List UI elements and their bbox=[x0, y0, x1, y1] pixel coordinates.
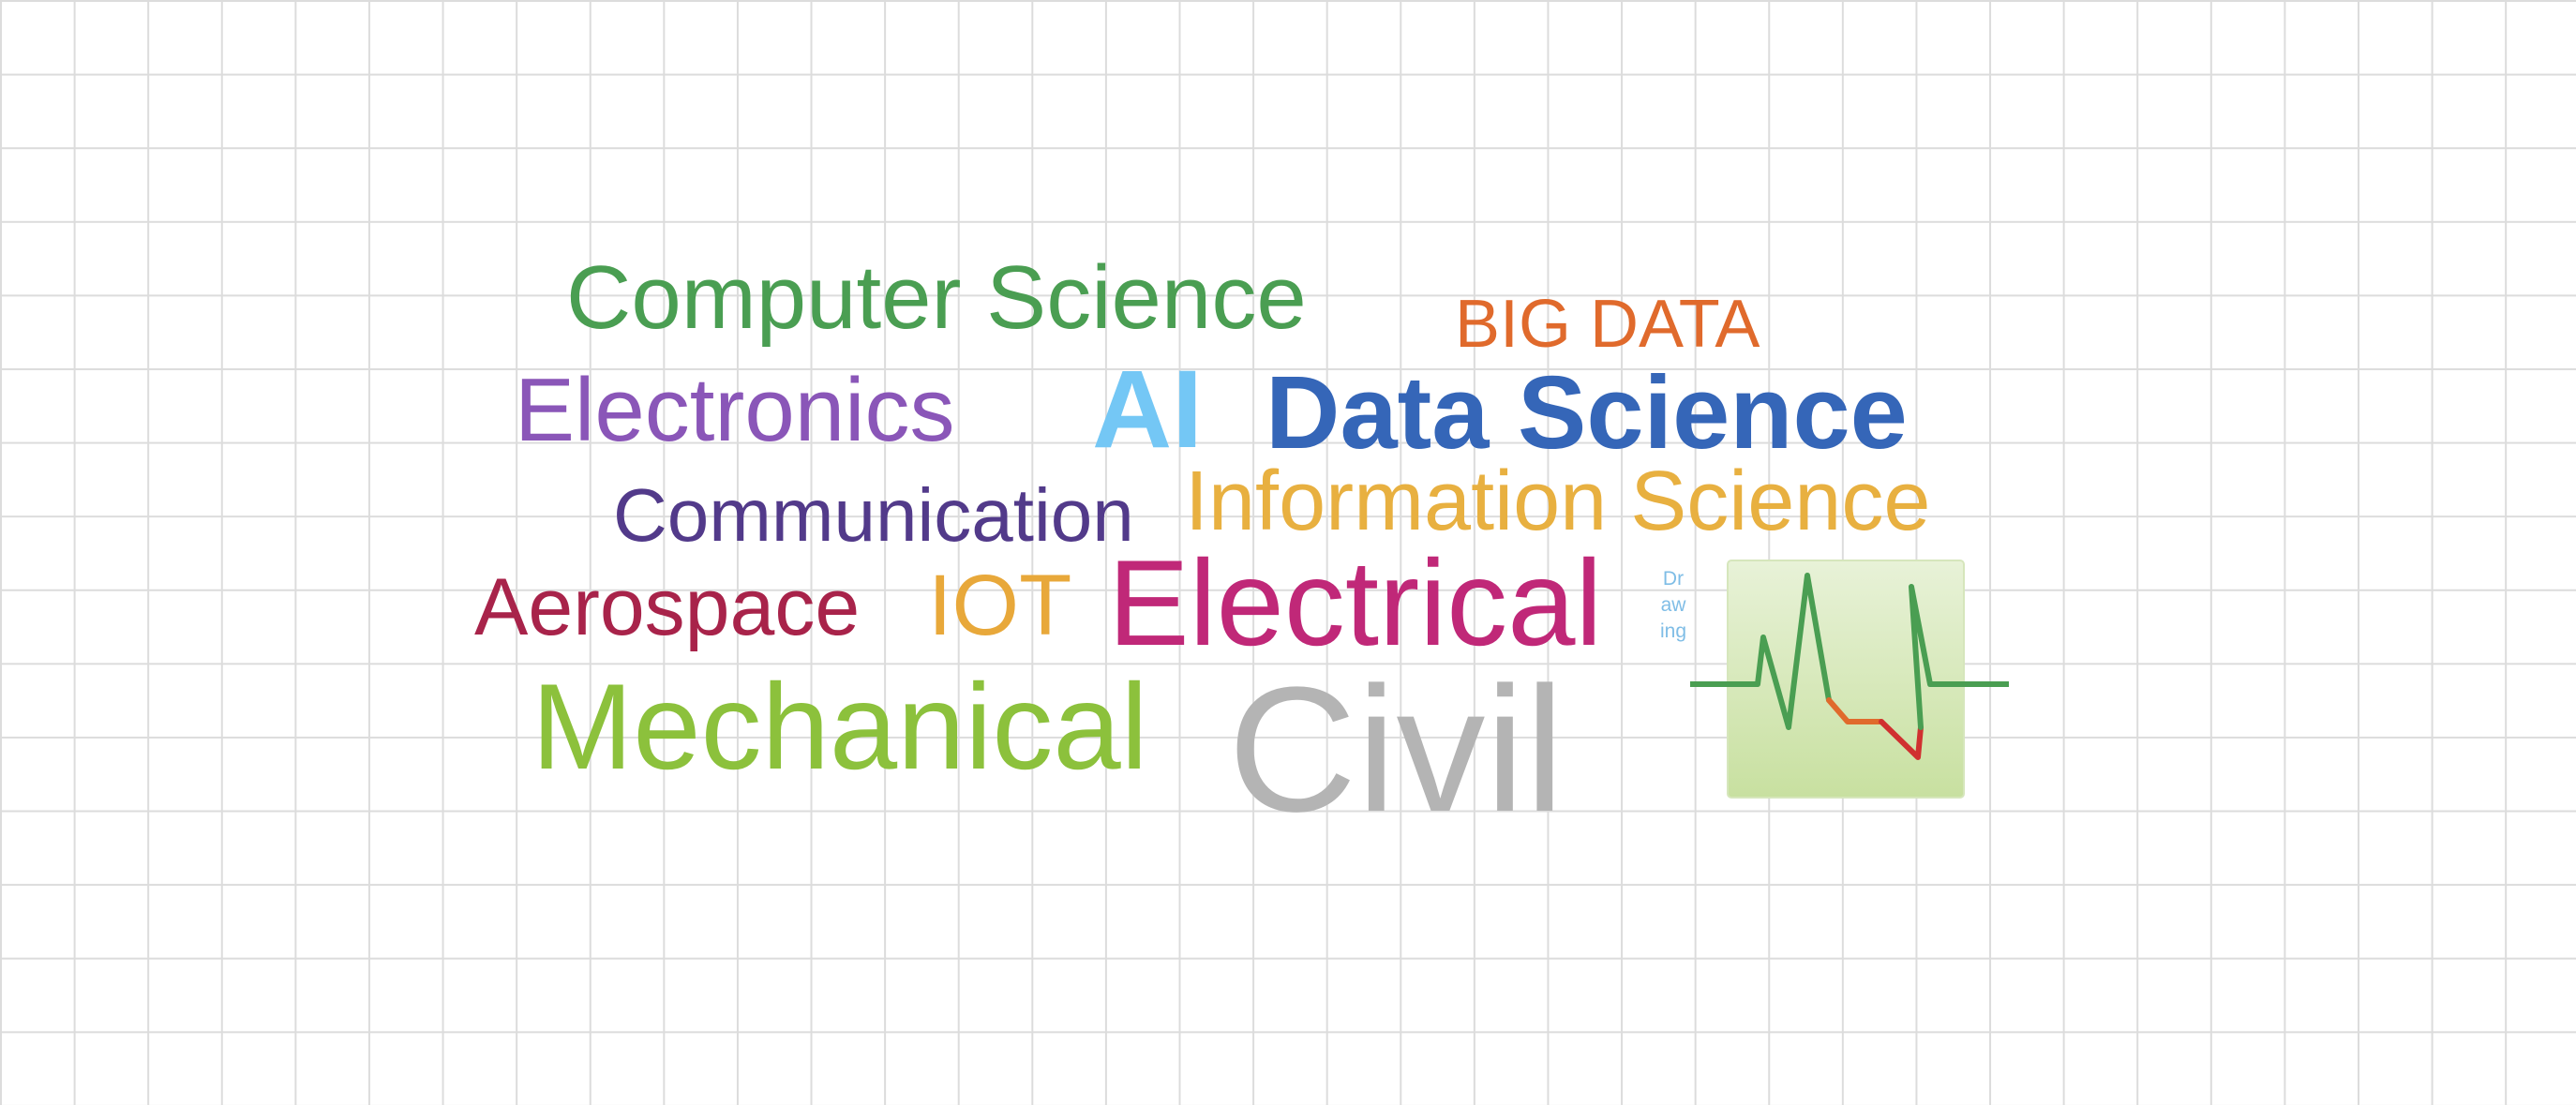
word-mechanical: Mechanical bbox=[532, 658, 1148, 795]
word-ai: AI bbox=[1092, 348, 1203, 471]
word-computer-science: Computer Science bbox=[566, 247, 1307, 348]
word-information-science: Information Science bbox=[1185, 455, 1931, 548]
pulse-line-chart-icon bbox=[1690, 560, 2009, 799]
pulse-line-recover bbox=[1909, 584, 2009, 730]
word-big-data: BIG DATA bbox=[1455, 287, 1760, 362]
word-iot: IOT bbox=[928, 558, 1072, 653]
word-aerospace: Aerospace bbox=[474, 562, 861, 652]
word-communication: Communication bbox=[613, 473, 1134, 557]
word-data-science: Data Science bbox=[1266, 355, 1908, 470]
word-electronics: Electronics bbox=[515, 360, 955, 460]
pulse-line-up bbox=[1690, 573, 1832, 730]
pulse-line-mid bbox=[1826, 697, 1884, 724]
word-drawing-vertical: Drawing bbox=[1659, 568, 1687, 642]
pulse-line-down bbox=[1879, 719, 1924, 760]
word-electrical: Electrical bbox=[1108, 534, 1603, 671]
chart-panel bbox=[1727, 560, 1965, 799]
word-civil: Civil bbox=[1228, 650, 1565, 849]
